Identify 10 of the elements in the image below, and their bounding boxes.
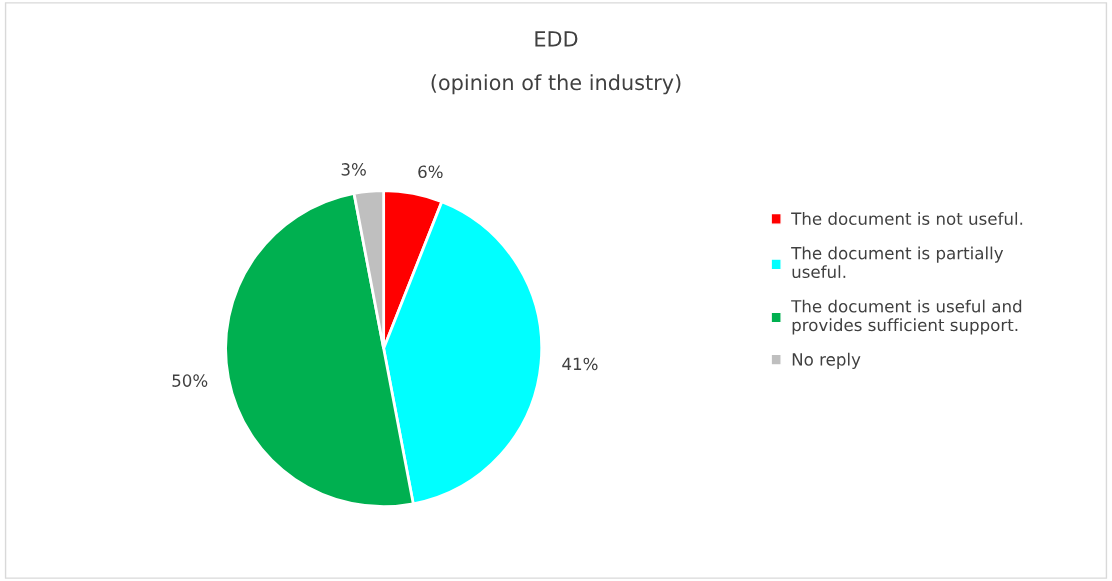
data-label: 50%	[172, 374, 208, 387]
legend-label: The document is useful and provides sufficient support.	[791, 299, 1022, 335]
data-label: 3%	[341, 163, 366, 176]
chart-title: EDD	[535, 31, 578, 47]
legend-label: The document is partially useful.	[791, 246, 1004, 279]
data-label: 6%	[418, 165, 443, 179]
legend-label: The document is not useful.	[791, 212, 1023, 225]
data-label: 41%	[562, 357, 598, 371]
chart-subtitle: (opinion of the industry)	[431, 74, 681, 95]
legend-label: No reply	[792, 352, 861, 369]
